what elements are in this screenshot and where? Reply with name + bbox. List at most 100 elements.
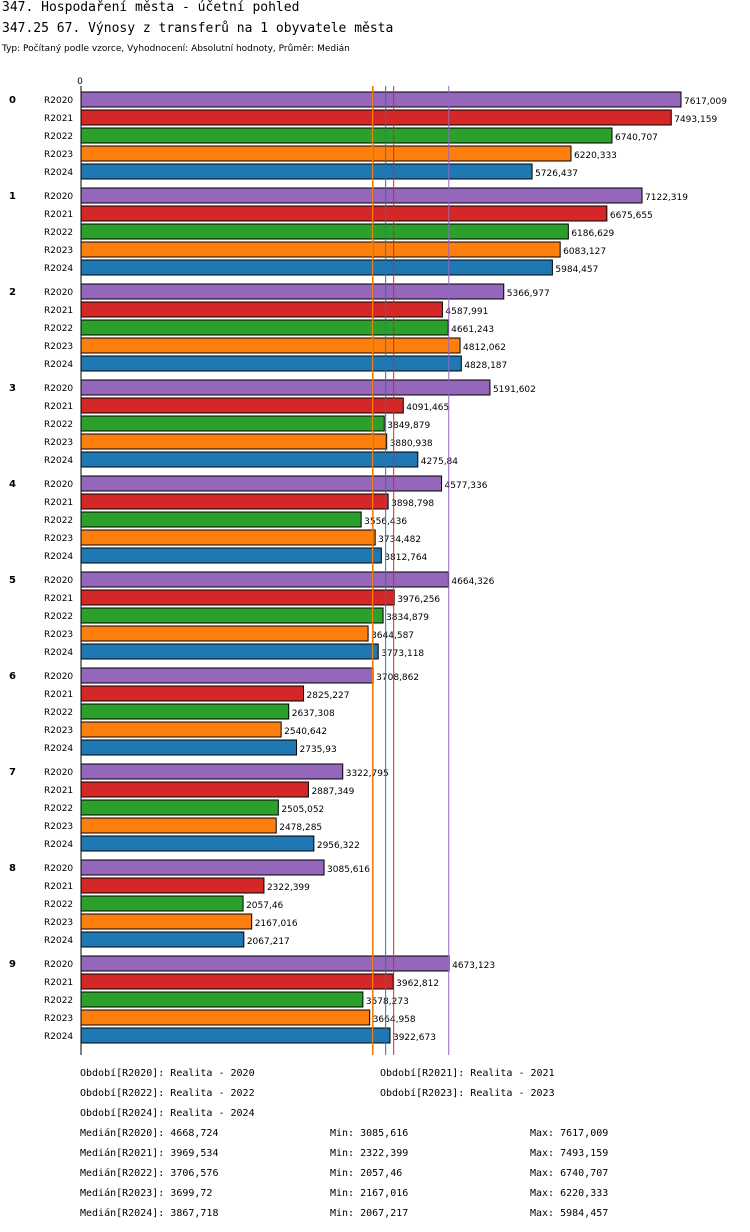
data-label: 4587,991 (445, 307, 488, 317)
series-label: R2021 (44, 882, 73, 892)
category-label: 7 (9, 767, 16, 778)
bar-r2024 (80, 931, 245, 948)
series-label: R2020 (44, 864, 73, 874)
series-label: R2022 (44, 324, 73, 334)
data-label: 3898,798 (391, 499, 434, 509)
bar-r2024 (80, 1027, 391, 1044)
data-label: 7617,009 (684, 97, 727, 107)
series-label: R2023 (44, 918, 73, 928)
series-label: R2021 (44, 498, 73, 508)
bar-r2020 (80, 859, 325, 876)
bar-r2023 (80, 1009, 371, 1026)
category-label: 0 (9, 95, 16, 106)
bar-r2024 (80, 835, 315, 852)
bar-r2022 (80, 511, 362, 528)
data-label: 5726,437 (535, 169, 578, 179)
series-label: R2023 (44, 150, 73, 160)
bar-r2021 (80, 205, 608, 222)
series-label: R2022 (44, 804, 73, 814)
data-label: 3922,673 (393, 1033, 436, 1043)
series-label: R2020 (44, 768, 73, 778)
bar-r2020 (80, 763, 344, 780)
data-label: 5191,602 (493, 385, 536, 395)
series-label: R2021 (44, 594, 73, 604)
data-label: 3812,764 (384, 553, 427, 563)
bar-r2023 (80, 625, 369, 642)
data-label: 7122,319 (645, 193, 688, 203)
series-label: R2021 (44, 210, 73, 220)
bar-r2020 (80, 667, 374, 684)
data-label: 2887,349 (311, 787, 354, 797)
data-label: 6186,629 (571, 229, 614, 239)
data-label: 2637,308 (292, 709, 335, 719)
bar-r2022 (80, 319, 449, 336)
bar-r2023 (80, 145, 572, 162)
series-label: R2022 (44, 708, 73, 718)
data-label: 3708,862 (376, 673, 419, 683)
series-label: R2023 (44, 534, 73, 544)
series-label: R2020 (44, 480, 73, 490)
series-label: R2020 (44, 384, 73, 394)
series-label: R2020 (44, 288, 73, 298)
series-label: R2023 (44, 246, 73, 256)
series-label: R2022 (44, 612, 73, 622)
data-label: 3880,938 (390, 439, 433, 449)
data-label: 3976,256 (397, 595, 440, 605)
bar-r2023 (80, 241, 561, 258)
series-label: R2024 (44, 360, 73, 370)
data-label: 7493,159 (674, 115, 717, 125)
bar-r2020 (80, 91, 682, 108)
series-label: R2024 (44, 1032, 73, 1042)
series-label: R2022 (44, 228, 73, 238)
series-label: R2020 (44, 960, 73, 970)
series-label: R2022 (44, 996, 73, 1006)
bar-r2021 (80, 877, 265, 894)
series-label: R2024 (44, 456, 73, 466)
data-label: 2505,052 (281, 805, 324, 815)
series-label: R2020 (44, 192, 73, 202)
data-label: 2825,227 (307, 691, 350, 701)
x-axis-zero-label: 0 (77, 77, 83, 87)
series-label: R2023 (44, 342, 73, 352)
series-label: R2021 (44, 978, 73, 988)
series-label: R2024 (44, 264, 73, 274)
series-label: R2021 (44, 786, 73, 796)
data-label: 2735,93 (300, 745, 337, 755)
bar-r2021 (80, 301, 443, 318)
series-label: R2020 (44, 672, 73, 682)
bar-r2024 (80, 163, 533, 180)
data-label: 3322,795 (346, 769, 389, 779)
data-label: 4661,243 (451, 325, 494, 335)
bar-r2023 (80, 433, 388, 450)
bar-r2024 (80, 451, 419, 468)
series-label: R2024 (44, 648, 73, 658)
series-label: R2024 (44, 936, 73, 946)
chart-description: Typ: Počítaný podle vzorce, Vyhodnocení:… (2, 44, 350, 54)
series-label: R2024 (44, 168, 73, 178)
data-label: 4812,062 (463, 343, 506, 353)
bar-r2023 (80, 913, 253, 930)
bar-r2022 (80, 127, 613, 144)
bar-r2022 (80, 895, 244, 912)
series-label: R2020 (44, 96, 73, 106)
bar-r2024 (80, 739, 298, 756)
data-label: 4275,84 (421, 457, 458, 467)
series-label: R2022 (44, 420, 73, 430)
data-label: 2067,217 (247, 937, 290, 947)
bar-r2022 (80, 607, 384, 624)
data-label: 3849,879 (387, 421, 430, 431)
series-label: R2024 (44, 744, 73, 754)
data-label: 3734,482 (378, 535, 421, 545)
page-title: 347. Hospodaření města - účetní pohled (2, 0, 300, 15)
category-label: 4 (9, 479, 16, 490)
data-label: 4577,336 (445, 481, 488, 491)
category-label: 1 (9, 191, 16, 202)
category-label: 8 (9, 863, 16, 874)
category-label: 3 (9, 383, 16, 394)
series-label: R2024 (44, 840, 73, 850)
data-label: 4828,187 (464, 361, 507, 371)
bar-r2023 (80, 529, 376, 546)
data-label: 2540,642 (284, 727, 327, 737)
data-label: 6675,655 (610, 211, 653, 221)
